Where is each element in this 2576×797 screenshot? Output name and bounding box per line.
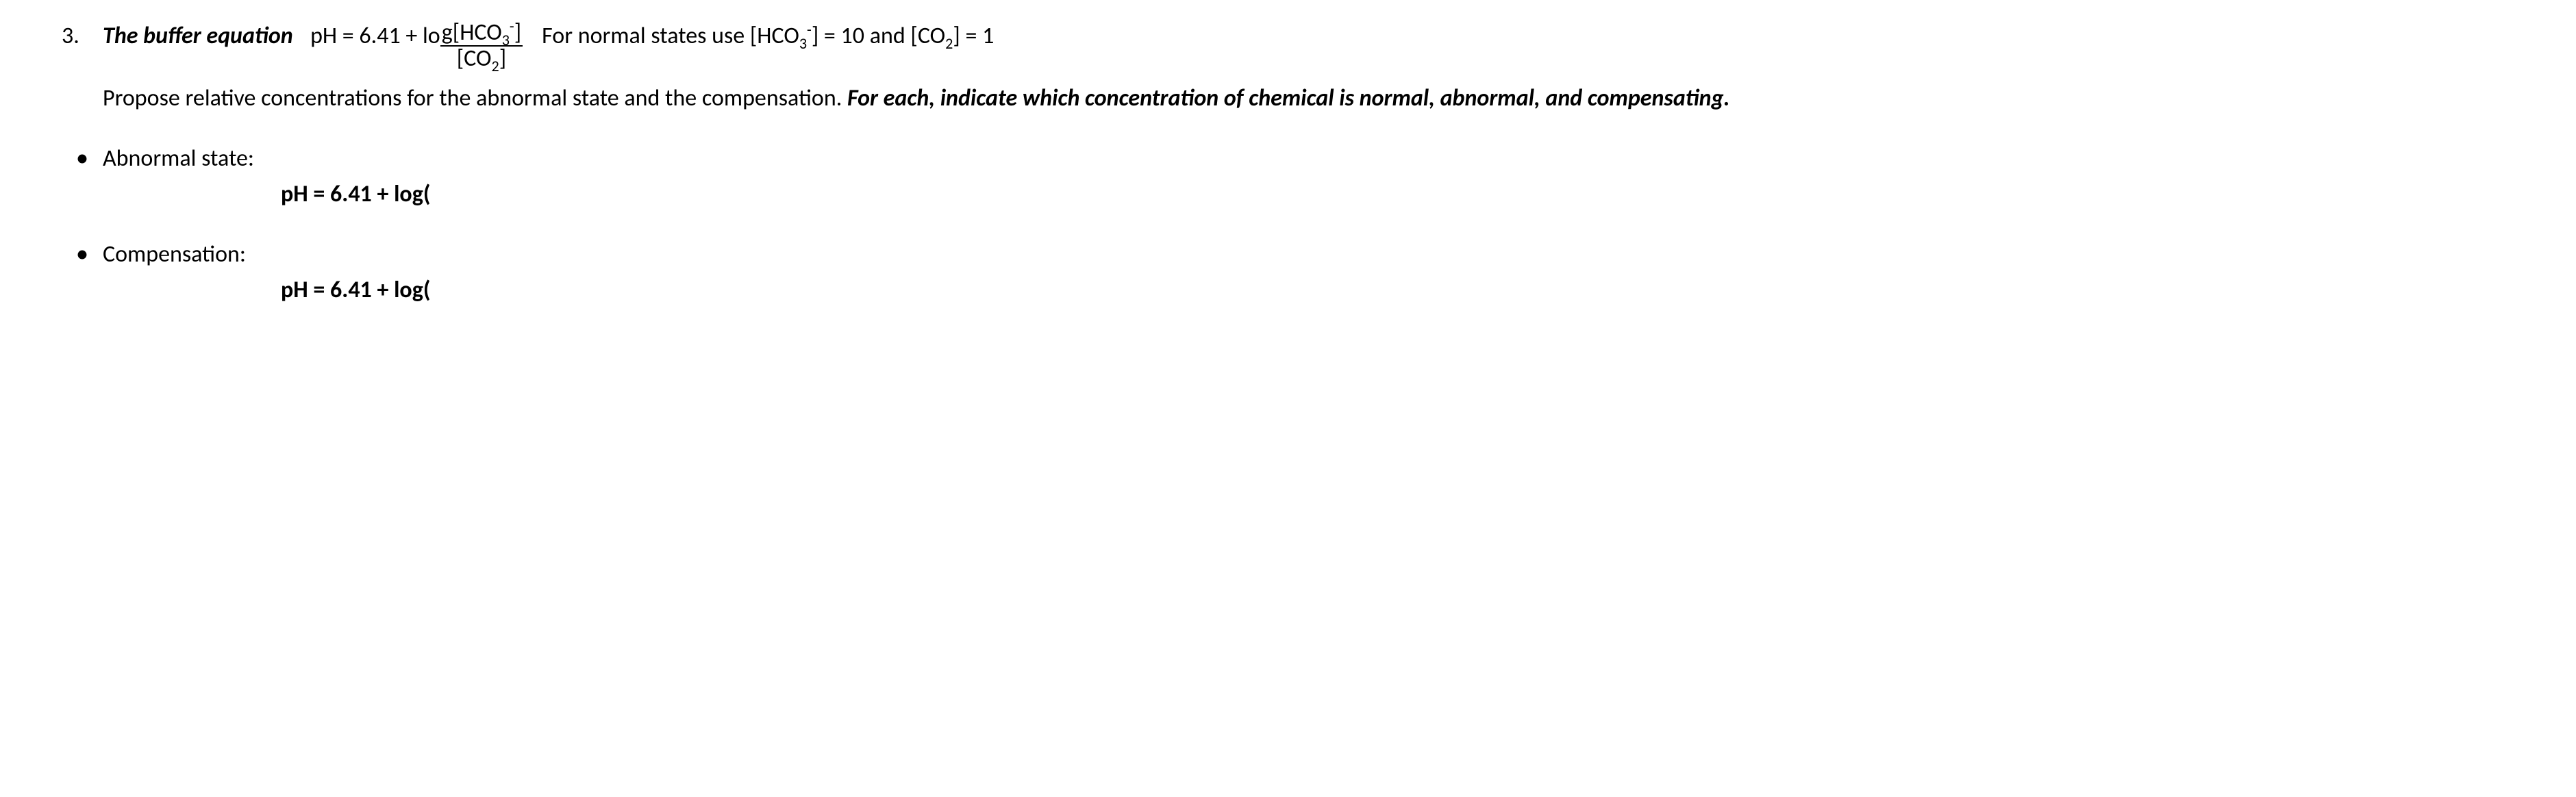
bullet-icon: ●	[62, 143, 103, 174]
eq-fraction-denominator: [CO2]	[440, 47, 523, 71]
bullet-equation-compensation: pH = 6.41 + log(	[103, 275, 2535, 306]
instruction-text-a: Propose relative concentrations for the …	[103, 84, 847, 112]
bullet-abnormal: ● Abnormal state: pH = 6.41 + log(	[62, 143, 2535, 210]
normal-states-text: For normal states use [HCO3-] = 10 and […	[542, 21, 994, 52]
bullet-body: Compensation: pH = 6.41 + log(	[103, 239, 2535, 306]
bullet-compensation: ● Compensation: pH = 6.41 + log(	[62, 239, 2535, 306]
normal-sub1: 3	[799, 34, 807, 53]
normal-mid: ] = 10 and [CO	[812, 22, 945, 50]
bullet-icon: ●	[62, 239, 103, 270]
eq-fraction-numerator: g[HCO3-]	[440, 21, 523, 47]
bullet-body: Abnormal state: pH = 6.41 + log(	[103, 143, 2535, 210]
bullet-equation-abnormal: pH = 6.41 + log(	[103, 179, 2535, 210]
bullet-row: ● Abnormal state: pH = 6.41 + log(	[62, 143, 2535, 210]
page: 3. The buffer equation pH = 6.41 + log[H…	[0, 0, 2576, 333]
normal-sup1: -	[807, 21, 812, 39]
normal-intro: For normal states use [HCO	[542, 22, 799, 50]
normal-end: ] = 1	[953, 22, 994, 50]
num-pre: [HCO	[453, 18, 502, 47]
instruction-paragraph: Propose relative concentrations for the …	[103, 83, 2535, 114]
instruction-text-b: For each, indicate which concentration o…	[847, 84, 1730, 112]
question-number: 3.	[62, 21, 103, 52]
num-sup: -	[510, 17, 514, 36]
den-post: ]	[499, 45, 506, 73]
eq-g: g	[442, 18, 453, 47]
buffer-equation-title: The buffer equation	[103, 21, 293, 52]
question-row: 3. The buffer equation pH = 6.41 + log[H…	[62, 21, 2535, 114]
eq-prefix-text: pH = 6.41 + lo	[310, 22, 440, 50]
normal-sub2: 2	[945, 34, 953, 53]
den-sub: 2	[492, 56, 499, 75]
eq-text: pH = 6.41 + log[HCO3-][CO2]	[300, 21, 523, 71]
equation-line: The buffer equation pH = 6.41 + log[HCO3…	[103, 21, 2535, 71]
question-body: The buffer equation pH = 6.41 + log[HCO3…	[103, 21, 2535, 114]
eq-prefix: pH = 6.41 + lo	[300, 22, 440, 50]
bullet-label-compensation: Compensation:	[103, 239, 2535, 270]
bullet-row: ● Compensation: pH = 6.41 + log(	[62, 239, 2535, 306]
num-post: ]	[514, 18, 521, 47]
eq-fraction: g[HCO3-][CO2]	[440, 21, 523, 71]
den-pre: [CO	[457, 45, 492, 73]
bullet-label-abnormal: Abnormal state:	[103, 143, 2535, 175]
